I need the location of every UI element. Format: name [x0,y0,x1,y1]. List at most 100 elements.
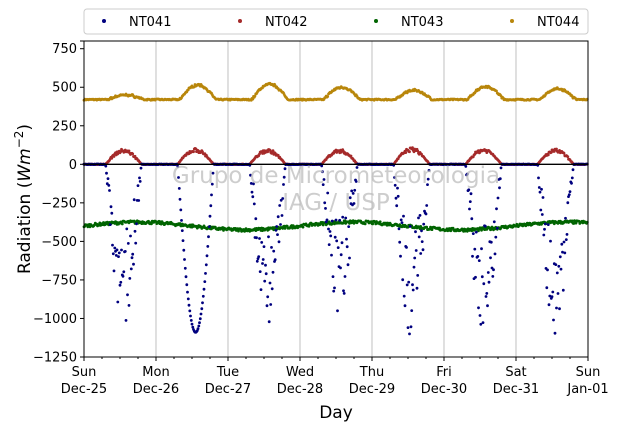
nt043-point [574,221,578,225]
nt041-point [327,227,330,231]
legend-marker-nt041 [102,19,106,23]
nt041-point [255,259,259,263]
nt041-point [565,233,569,236]
nt041-point [395,204,399,208]
nt041-point [418,214,422,217]
nt041-point [117,251,121,255]
x-tick-day: Wed [286,365,314,380]
nt043-point [470,229,474,233]
nt041-point [546,223,550,227]
nt041-point [560,242,564,246]
nt041-point [126,242,130,245]
y-tick-label: −1250 [33,351,77,366]
nt042-point [112,155,116,158]
nt041-point [137,199,141,202]
nt041-point [203,280,207,283]
nt041-point [339,253,343,257]
nt041-point [570,176,574,180]
nt041-point [538,190,542,194]
nt043-point [552,222,556,226]
nt041-point [552,318,555,322]
y-tick-label: 750 [52,42,77,57]
nt041-point [249,173,252,177]
nt041-point [553,331,557,335]
y-tick-label: 250 [52,119,77,134]
nt041-point [264,263,267,267]
nt041-point [474,230,478,234]
nt043-point [342,221,345,225]
nt041-point [186,290,189,294]
y-tick-label: 0 [69,158,77,173]
nt041-point [336,309,339,313]
nt041-point [478,314,482,317]
nt043-point [371,222,375,226]
nt041-point [182,248,186,252]
nt041-point [274,228,278,232]
nt041-point [258,237,261,240]
nt041-point [334,218,338,222]
nt041-point [280,214,284,217]
nt041-point [132,262,135,266]
nt041-point [355,166,359,169]
nt041-point [191,325,195,329]
nt044-point [326,95,330,98]
nt041-point [471,232,475,236]
nt043-point [98,221,102,225]
nt041-point [129,234,132,238]
nt041-point [260,241,264,244]
x-tick-day: Sat [505,365,526,380]
nt041-point [477,306,480,310]
nt041-point [470,217,474,221]
nt041-point [543,227,546,231]
nt041-point [180,229,184,233]
nt041-point [327,243,331,247]
nt041-point [554,263,558,266]
nt041-point [335,239,339,243]
nt041-point [181,239,185,243]
nt041-point [134,241,138,245]
nt041-point [272,249,276,253]
nt041-point [467,188,471,192]
nt041-point [424,212,428,216]
nt041-point [204,272,207,275]
nt041-point [426,183,429,187]
x-tick-day: Tue [216,365,239,380]
nt041-point [333,235,337,239]
nt041-point [406,326,410,329]
nt041-point [205,254,209,258]
nt041-point [419,252,423,255]
nt041-point [114,254,118,257]
nt041-point [400,221,404,225]
nt041-point [322,178,326,181]
nt041-point [107,184,111,187]
nt043-point [570,219,574,223]
nt041-point [479,322,483,326]
nt041-point [414,249,418,252]
nt041-point [267,235,270,239]
legend-label-nt043: NT043 [401,15,443,30]
nt041-point [561,288,565,292]
nt041-point [559,267,563,271]
nt041-point [136,184,140,188]
nt041-point [198,321,201,325]
nt041-point [108,189,111,192]
nt043-series [82,219,589,233]
nt041-point [571,168,575,172]
nt041-point [106,177,110,181]
nt041-point [557,264,561,268]
nt041-point [177,187,181,190]
x-tick-date: Dec-28 [277,382,323,397]
nt041-point [281,197,285,200]
nt041-point [562,240,566,244]
nt041-point [399,218,403,222]
nt041-point [396,194,400,198]
nt041-point [255,236,258,240]
y-tick-label: −1000 [33,312,77,327]
nt041-point [409,325,413,329]
nt043-point [572,222,576,225]
nt041-point [267,320,271,324]
nt044-series [82,81,589,102]
nt043-point [430,228,434,232]
nt042-point [555,147,558,151]
